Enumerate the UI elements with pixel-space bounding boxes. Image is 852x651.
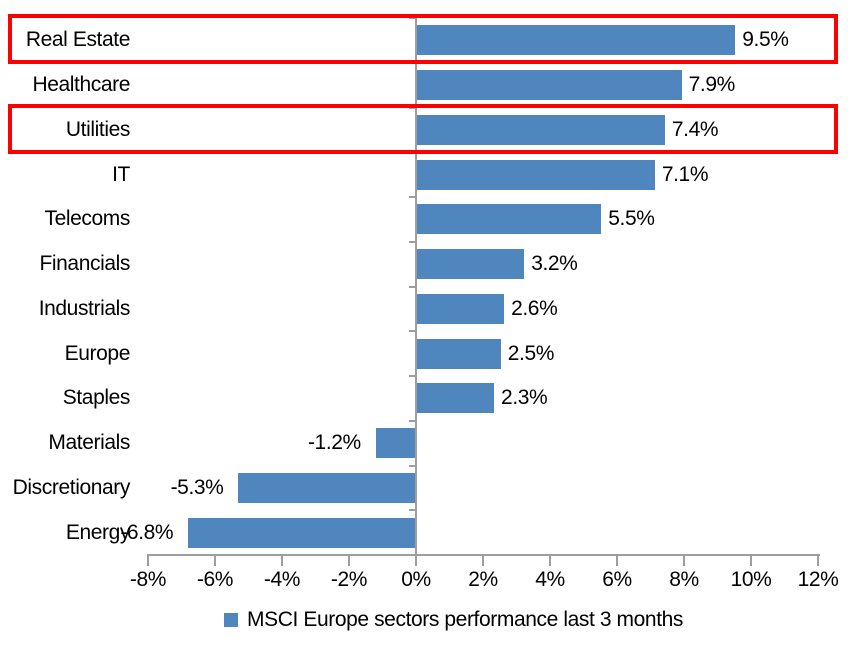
x-axis-tick <box>482 554 484 566</box>
highlight-box-utilities <box>8 103 838 154</box>
bar <box>417 293 505 324</box>
bar <box>417 70 682 101</box>
value-label: -6.8% <box>120 520 174 544</box>
y-axis-tick <box>409 509 416 512</box>
category-label: Industrials <box>38 296 131 320</box>
x-axis-tick-label: 2% <box>468 568 498 591</box>
legend-label: MSCI Europe sectors performance last 3 m… <box>247 608 684 631</box>
x-axis-tick-label: 4% <box>535 568 565 591</box>
bar <box>417 25 736 56</box>
x-axis-tick <box>750 554 752 566</box>
category-label: Discretionary <box>12 475 131 499</box>
bar <box>417 338 501 369</box>
value-label: 2.6% <box>511 296 558 320</box>
x-axis-line <box>148 554 820 556</box>
value-label: 2.3% <box>501 386 548 410</box>
value-label: 7.9% <box>688 73 736 97</box>
value-label: 5.5% <box>608 207 655 231</box>
bar <box>417 159 655 190</box>
category-label: Staples <box>62 386 131 410</box>
category-label: Healthcare <box>32 73 130 97</box>
category-label: Real Estate <box>25 28 131 52</box>
category-label: Telecoms <box>44 207 131 231</box>
value-label: 9.5% <box>742 28 789 52</box>
bar <box>417 114 665 145</box>
bar <box>417 249 525 280</box>
value-label: 7.4% <box>671 117 719 141</box>
bar <box>238 472 416 503</box>
x-axis-tick <box>549 554 551 566</box>
x-axis-tick-label: -6% <box>196 568 234 591</box>
legend: MSCI Europe sectors performance last 3 m… <box>224 608 683 632</box>
x-axis-tick <box>415 554 417 566</box>
x-axis-tick-label: 12% <box>797 568 839 591</box>
y-axis-tick <box>409 330 416 333</box>
x-axis-tick-label: -8% <box>129 568 167 591</box>
value-label: 2.5% <box>507 341 555 365</box>
highlight-box-real-estate <box>8 14 838 65</box>
x-axis-tick <box>348 554 350 566</box>
bar <box>417 383 495 414</box>
x-axis-tick <box>281 554 283 566</box>
category-label: Europe <box>64 341 131 365</box>
bar <box>375 428 416 459</box>
x-axis-tick-label: 8% <box>669 568 699 591</box>
bar <box>417 204 602 235</box>
y-axis-line <box>415 18 417 555</box>
x-axis-tick-label: 6% <box>602 568 632 591</box>
category-label: Materials <box>48 431 130 455</box>
y-axis-tick <box>409 419 416 422</box>
bar <box>188 517 416 548</box>
y-axis-tick <box>409 240 416 243</box>
category-label: Utilities <box>65 117 130 141</box>
value-label: -1.2% <box>307 431 361 455</box>
y-axis-tick <box>409 375 416 377</box>
x-axis-tick-label: -4% <box>263 568 301 591</box>
category-label: IT <box>112 162 130 186</box>
x-axis-tick <box>214 554 216 566</box>
x-axis-tick <box>683 554 685 566</box>
category-label: Financials <box>39 252 130 276</box>
x-axis-tick-label: -2% <box>330 568 368 591</box>
x-axis-tick <box>616 554 618 566</box>
category-label: Energy <box>65 520 131 544</box>
x-axis-tick <box>147 554 149 566</box>
y-axis-tick <box>409 464 416 467</box>
value-label: 7.1% <box>661 162 709 186</box>
legend-swatch-icon <box>224 613 238 627</box>
x-axis-tick <box>817 554 819 566</box>
y-axis-tick <box>409 285 416 288</box>
y-axis-tick <box>409 554 416 556</box>
value-label: 3.2% <box>531 252 578 276</box>
x-axis-tick-label: 0% <box>401 568 431 591</box>
value-label: -5.3% <box>170 475 224 499</box>
x-axis-tick-label: 10% <box>730 568 772 591</box>
y-axis-tick <box>409 196 416 198</box>
